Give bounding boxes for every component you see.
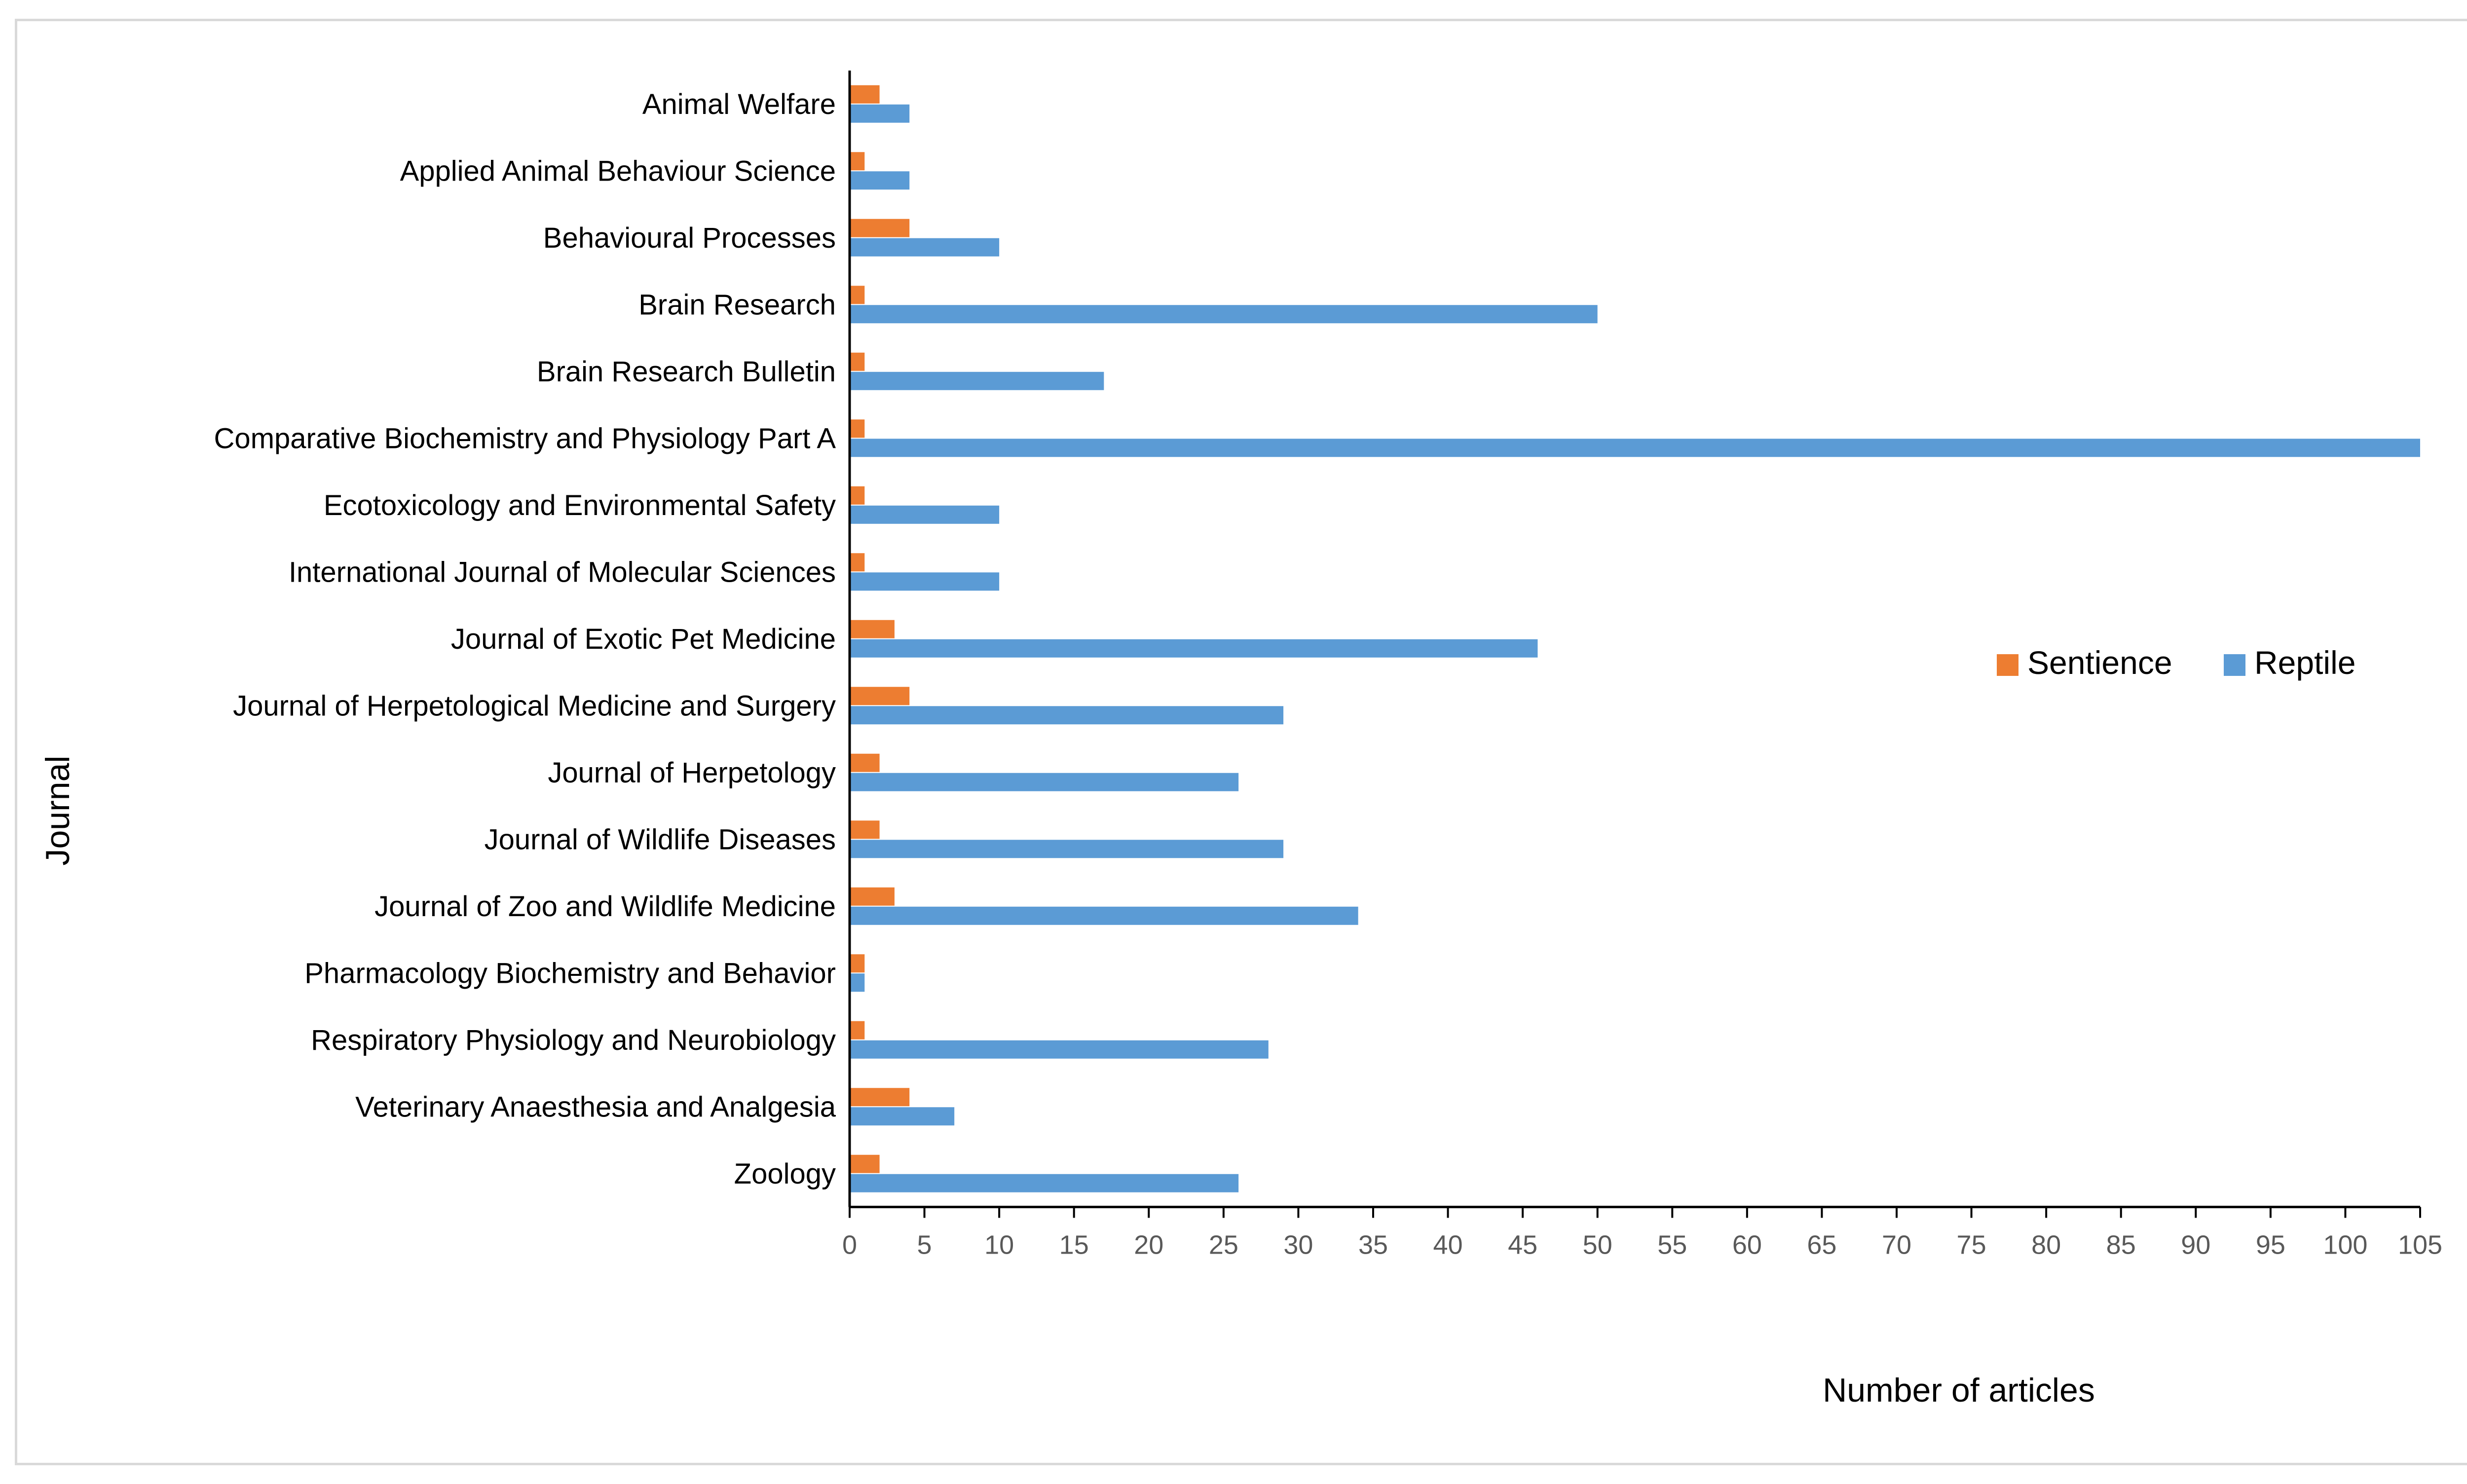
reptile-bar <box>850 505 1000 524</box>
bars-group <box>850 85 2420 1192</box>
reptile-bar <box>850 305 1598 324</box>
reptile-bar <box>850 572 1000 591</box>
legend: Sentience Reptile <box>1997 644 2355 681</box>
x-tick-label: 70 <box>1882 1230 1911 1260</box>
category-label: Respiratory Physiology and Neurobiology <box>311 1024 836 1056</box>
category-label: Journal of Herpetology <box>548 757 836 789</box>
sentience-bar <box>850 1154 880 1173</box>
x-tick-label: 100 <box>2323 1230 2367 1260</box>
category-label: Pharmacology Biochemistry and Behavior <box>304 957 836 989</box>
sentience-bar <box>850 954 865 973</box>
reptile-bar <box>850 104 910 123</box>
legend-swatch <box>2224 654 2245 676</box>
category-label: Brain Research Bulletin <box>537 356 836 388</box>
category-label: Zoology <box>734 1158 836 1190</box>
category-label: Veterinary Anaesthesia and Analgesia <box>355 1091 836 1123</box>
category-label: Applied Animal Behaviour Science <box>400 155 836 187</box>
sentience-bar <box>850 286 865 304</box>
sentience-bar <box>850 687 910 705</box>
legend-label: Sentience <box>2027 644 2172 681</box>
sentience-bar <box>850 753 880 772</box>
x-tick-label: 10 <box>984 1230 1014 1260</box>
x-tick-label: 45 <box>1508 1230 1537 1260</box>
reptile-bar <box>850 439 2420 457</box>
reptile-bar <box>850 1040 1269 1059</box>
reptile-bar <box>850 973 865 992</box>
sentience-bar <box>850 419 865 438</box>
x-tick-label: 35 <box>1358 1230 1388 1260</box>
x-tick-label: 80 <box>2031 1230 2061 1260</box>
x-tick-label: 50 <box>1583 1230 1612 1260</box>
x-tick-label: 85 <box>2106 1230 2136 1260</box>
chart-frame: Animal Welfare Applied Animal Behaviour S… <box>15 19 2467 1465</box>
reptile-bar <box>850 773 1239 791</box>
category-labels: Animal Welfare Applied Animal Behaviour S… <box>214 88 836 1190</box>
category-label: Journal of Herpetological Medicine and S… <box>233 690 836 722</box>
sentience-bar <box>850 85 880 104</box>
sentience-bar <box>850 553 865 572</box>
x-tick-label: 15 <box>1059 1230 1089 1260</box>
x-tick-label: 95 <box>2256 1230 2285 1260</box>
bar-chart: Animal Welfare Applied Animal Behaviour S… <box>39 71 2442 1409</box>
category-label: Journal of Exotic Pet Medicine <box>451 623 836 655</box>
x-tick-label: 25 <box>1209 1230 1238 1260</box>
x-tick-label: 65 <box>1807 1230 1836 1260</box>
x-tick-label: 75 <box>1957 1230 1986 1260</box>
legend-label: Reptile <box>2254 644 2355 681</box>
reptile-bar <box>850 1174 1239 1192</box>
sentience-bar <box>850 1088 910 1107</box>
x-tick-label: 90 <box>2181 1230 2210 1260</box>
category-label: Brain Research <box>638 289 836 321</box>
sentience-bar <box>850 820 880 839</box>
x-tick-label: 105 <box>2398 1230 2442 1260</box>
sentience-bar <box>850 620 895 638</box>
reptile-bar <box>850 371 1104 390</box>
reptile-bar <box>850 171 910 190</box>
x-tick-label: 5 <box>917 1230 932 1260</box>
reptile-bar <box>850 1107 955 1126</box>
sentience-bar <box>850 887 895 906</box>
sentience-bar <box>850 219 910 237</box>
x-tick-label: 40 <box>1433 1230 1463 1260</box>
reptile-bar <box>850 706 1284 725</box>
category-label: Journal of Zoo and Wildlife Medicine <box>374 890 836 923</box>
x-tick-label: 20 <box>1134 1230 1163 1260</box>
x-tick-label: 60 <box>1732 1230 1762 1260</box>
reptile-bar <box>850 639 1538 658</box>
sentience-bar <box>850 352 865 371</box>
x-tick-label: 0 <box>842 1230 857 1260</box>
legend-swatch <box>1997 654 2018 676</box>
x-tick-label: 55 <box>1657 1230 1687 1260</box>
sentience-bar <box>850 152 865 171</box>
axes-group <box>848 71 2421 1218</box>
category-label: Journal of Wildlife Diseases <box>485 823 836 855</box>
reptile-bar <box>850 840 1284 858</box>
reptile-bar <box>850 238 1000 257</box>
category-label: Animal Welfare <box>642 88 836 120</box>
x-tick-labels: 0 5 10 15 20 25 30 35 40 45 50 55 60 65 70 75 80 85 90 95 10… <box>842 1230 2442 1260</box>
sentience-bar <box>850 486 865 505</box>
x-tick-label: 30 <box>1283 1230 1313 1260</box>
x-axis-title: Number of articles <box>1823 1372 2095 1409</box>
sentience-bar <box>850 1021 865 1039</box>
category-label: International Journal of Molecular Scien… <box>289 556 836 588</box>
category-label: Behavioural Processes <box>543 222 836 254</box>
category-label: Ecotoxicology and Environmental Safety <box>324 489 836 521</box>
reptile-bar <box>850 906 1358 925</box>
y-axis-title: Journal <box>39 755 76 865</box>
category-label: Comparative Biochemistry and Physiology … <box>214 422 836 454</box>
